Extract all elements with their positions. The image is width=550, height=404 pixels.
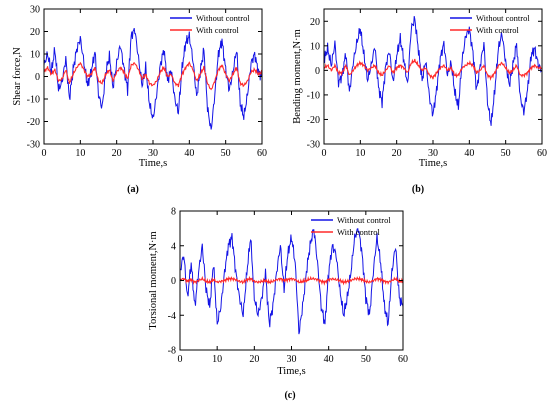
series-line-without-control (43, 27, 263, 130)
x-axis-label: Time,s (139, 158, 168, 169)
x-tick-label: 50 (501, 148, 511, 159)
chart-panel-b: 0 10 20 30 40 50 60 -30 -20 -10 0 10 20 Time,s Bending… (292, 8, 547, 195)
y-tick-label: -4 (168, 311, 176, 322)
y-axis-label: Bending moment,N·m (292, 29, 303, 124)
x-axis-label: Time,s (277, 366, 306, 377)
x-tick-label: 20 (112, 148, 122, 159)
x-tick-label: 10 (355, 148, 365, 159)
legend-entry-with-control: With control (196, 25, 239, 35)
series-line-without-control (323, 16, 543, 126)
panel-label: (b) (412, 184, 424, 195)
y-tick-label: 10 (310, 41, 320, 52)
y-tick-label: 0 (171, 276, 176, 287)
y-tick-label: -30 (307, 140, 320, 151)
panel-label: (a) (127, 184, 139, 195)
y-tick-label: -20 (307, 115, 320, 126)
x-tick-label: 0 (42, 148, 47, 159)
y-tick-label: 10 (30, 50, 40, 61)
y-tick-label: 20 (310, 17, 320, 28)
x-tick-label: 10 (75, 148, 85, 159)
y-tick-label: 8 (171, 207, 176, 218)
chart-panel-a: 0 10 20 30 40 50 60-30-20-100102030Time,sShear… (12, 5, 267, 196)
chart-panel-c: 0 10 20 30 40 50 60 -8 -4 0 4 8 Time,s Torsional mome… (148, 207, 408, 402)
x-tick-label: 10 (212, 354, 222, 365)
y-tick-label: -10 (307, 90, 320, 101)
series-line-with-control (323, 58, 543, 82)
x-tick-label: 40 (184, 148, 194, 159)
x-tick-label: 30 (148, 148, 158, 159)
legend-entry-without-control: Without control (337, 215, 391, 225)
x-tick-label: 50 (221, 148, 231, 159)
y-tick-label: 0 (315, 66, 320, 77)
legend-entry-without-control: Without control (476, 13, 530, 23)
y-tick-label: 20 (30, 27, 40, 38)
y-axis-label: Torsional moment,N·m (148, 231, 159, 329)
series-line-with-control (43, 61, 263, 91)
legend-entry-with-control: With control (476, 25, 519, 35)
y-tick-label: 4 (171, 241, 176, 252)
x-tick-label: 60 (398, 354, 408, 365)
x-tick-label: 30 (287, 354, 297, 365)
x-tick-label: 30 (428, 148, 438, 159)
x-tick-label: 60 (257, 148, 267, 159)
y-axis-label: Shear force,N (12, 47, 23, 106)
panel-label: (c) (284, 390, 295, 401)
series-line-without-control (179, 227, 404, 335)
x-axis-label: Time,s (419, 158, 448, 169)
x-tick-label: 20 (392, 148, 402, 159)
y-tick-label: 30 (30, 5, 40, 16)
x-tick-label: 0 (322, 148, 327, 159)
series-line-with-control (179, 275, 404, 286)
y-tick-label: -8 (168, 346, 176, 357)
legend-entry-with-control: With control (337, 227, 380, 237)
y-tick-label: -30 (27, 140, 40, 151)
x-tick-label: 40 (324, 354, 334, 365)
y-tick-label: -20 (27, 117, 40, 128)
x-tick-label: 40 (464, 148, 474, 159)
legend-entry-without-control: Without control (196, 13, 250, 23)
x-tick-label: 20 (249, 354, 259, 365)
y-tick-label: -10 (27, 95, 40, 106)
x-tick-label: 50 (361, 354, 371, 365)
y-tick-label: 0 (35, 72, 40, 83)
x-tick-label: 0 (178, 354, 183, 365)
x-tick-label: 60 (537, 148, 547, 159)
